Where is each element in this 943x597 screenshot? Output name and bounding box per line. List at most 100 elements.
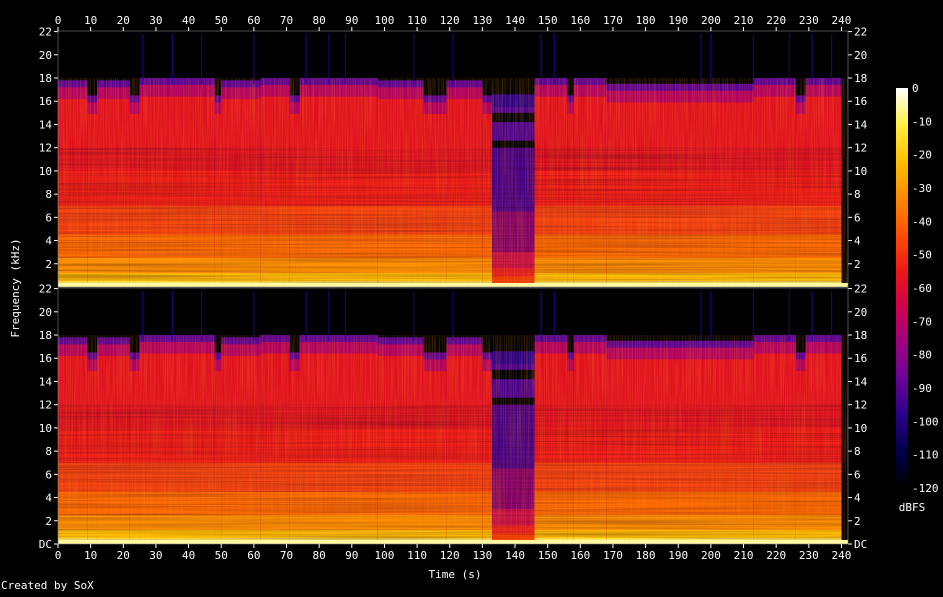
y-tick-label-right: 16 — [854, 352, 867, 365]
x-tick-label-top: 10 — [84, 14, 97, 27]
colorbar-tick-label: -30 — [912, 182, 932, 195]
x-tick-label-bottom: 20 — [117, 549, 130, 562]
y-tick-label-right: 10 — [854, 165, 867, 178]
x-tick-label-bottom: 200 — [701, 549, 721, 562]
y-tick-label-left: 12 — [39, 399, 52, 412]
colorbar-tick-label: -110 — [912, 449, 939, 462]
x-tick-label-top: 190 — [668, 14, 688, 27]
x-axis-label: Time (s) — [429, 568, 482, 581]
x-tick-label-bottom: 10 — [84, 549, 97, 562]
x-tick-label-bottom: 240 — [832, 549, 852, 562]
y-tick-label-left: 12 — [39, 142, 52, 155]
y-tick-label-right: 6 — [854, 211, 861, 224]
x-tick-label-top: 0 — [55, 14, 62, 27]
x-tick-label-top: 110 — [407, 14, 427, 27]
x-tick-label-top: 150 — [538, 14, 558, 27]
colorbar — [896, 88, 908, 488]
y-tick-label-left: 14 — [39, 118, 53, 131]
y-tick-label-left: 2 — [45, 258, 52, 271]
x-tick-label-bottom: 50 — [215, 549, 228, 562]
x-tick-label-bottom: 180 — [636, 549, 656, 562]
x-tick-label-top: 60 — [247, 14, 260, 27]
x-tick-label-top: 90 — [345, 14, 358, 27]
x-tick-label-top: 20 — [117, 14, 130, 27]
y-tick-label-right: 2 — [854, 258, 861, 271]
low-frequency-floor — [58, 539, 848, 544]
y-tick-label-right: 12 — [854, 142, 867, 155]
y-tick-label-left: 22 — [39, 283, 52, 296]
x-tick-label-bottom: 30 — [149, 549, 162, 562]
y-tick-label-right: 14 — [854, 375, 868, 388]
y-tick-label-right: 10 — [854, 422, 867, 435]
y-tick-label-left: 20 — [39, 306, 52, 319]
x-tick-label-bottom: 120 — [440, 549, 460, 562]
y-tick-label-right: 8 — [854, 188, 861, 201]
channel-1-spectrogram — [58, 31, 848, 288]
x-tick-label-bottom: 40 — [182, 549, 195, 562]
y-tick-label-right: 6 — [854, 468, 861, 481]
x-tick-label-top: 120 — [440, 14, 460, 27]
x-tick-label-bottom: 170 — [603, 549, 623, 562]
channel-2-spectrogram — [58, 288, 848, 544]
y-tick-label-right: 22 — [854, 283, 867, 296]
panel-frame — [57, 30, 849, 288]
colorbar-tick-label: -120 — [912, 482, 939, 495]
y-tick-label-left: 6 — [45, 468, 52, 481]
y-tick-label-right: 18 — [854, 329, 867, 342]
y-tick-label-left: 16 — [39, 95, 52, 108]
y-tick-label-right: 20 — [854, 306, 867, 319]
x-tick-label-top: 140 — [505, 14, 525, 27]
x-tick-label-bottom: 90 — [345, 549, 358, 562]
colorbar-tick-label: -40 — [912, 215, 932, 228]
panel-frame — [57, 287, 849, 545]
x-tick-label-top: 100 — [375, 14, 395, 27]
y-tick-label-left: DC — [39, 538, 52, 551]
y-tick-label-right: 4 — [854, 235, 861, 248]
credit-text: Created by SoX — [1, 579, 94, 592]
y-tick-label-left: 14 — [39, 375, 53, 388]
y-tick-label-left: 6 — [45, 211, 52, 224]
colorbar-tick-label: -100 — [912, 415, 939, 428]
x-tick-label-bottom: 0 — [55, 549, 62, 562]
texture-horizontal — [58, 147, 848, 287]
y-tick-label-right: 18 — [854, 72, 867, 85]
x-tick-label-bottom: 140 — [505, 549, 525, 562]
x-tick-label-top: 80 — [313, 14, 326, 27]
texture-horizontal — [58, 404, 848, 544]
colorbar-tick-label: -80 — [912, 349, 932, 362]
x-tick-label-top: 40 — [182, 14, 195, 27]
y-tick-label-left: 10 — [39, 165, 52, 178]
x-tick-label-top: 210 — [734, 14, 754, 27]
y-tick-label-left: 8 — [45, 188, 52, 201]
colorbar-tick-label: -70 — [912, 315, 932, 328]
y-tick-label-right: 22 — [854, 26, 867, 39]
x-tick-label-top: 170 — [603, 14, 623, 27]
colorbar-tick-label: -50 — [912, 249, 932, 262]
x-tick-label-top: 240 — [832, 14, 852, 27]
colorbar-tick-label: -10 — [912, 115, 932, 128]
x-tick-label-bottom: 60 — [247, 549, 260, 562]
y-tick-label-left: 4 — [45, 235, 52, 248]
colorbar-tick-label: -90 — [912, 382, 932, 395]
colorbar-label: dBFS — [899, 501, 926, 514]
x-tick-label-top: 180 — [636, 14, 656, 27]
y-tick-label-right: DC — [854, 538, 867, 551]
y-tick-label-left: 8 — [45, 445, 52, 458]
y-tick-label-left: 16 — [39, 352, 52, 365]
y-tick-label-left: 20 — [39, 49, 52, 62]
y-tick-label-right: 14 — [854, 118, 868, 131]
colorbar-tick-label: 0 — [912, 82, 919, 95]
x-tick-label-bottom: 70 — [280, 549, 293, 562]
y-tick-label-left: 22 — [39, 26, 52, 39]
x-tick-label-top: 50 — [215, 14, 228, 27]
y-tick-label-right: 20 — [854, 49, 867, 62]
colorbar-tick-label: -60 — [912, 282, 932, 295]
x-tick-label-top: 70 — [280, 14, 293, 27]
y-tick-label-right: 12 — [854, 399, 867, 412]
y-tick-label-right: 8 — [854, 445, 861, 458]
x-tick-label-top: 130 — [472, 14, 492, 27]
y-tick-label-right: 2 — [854, 515, 861, 528]
x-tick-label-bottom: 80 — [313, 549, 326, 562]
